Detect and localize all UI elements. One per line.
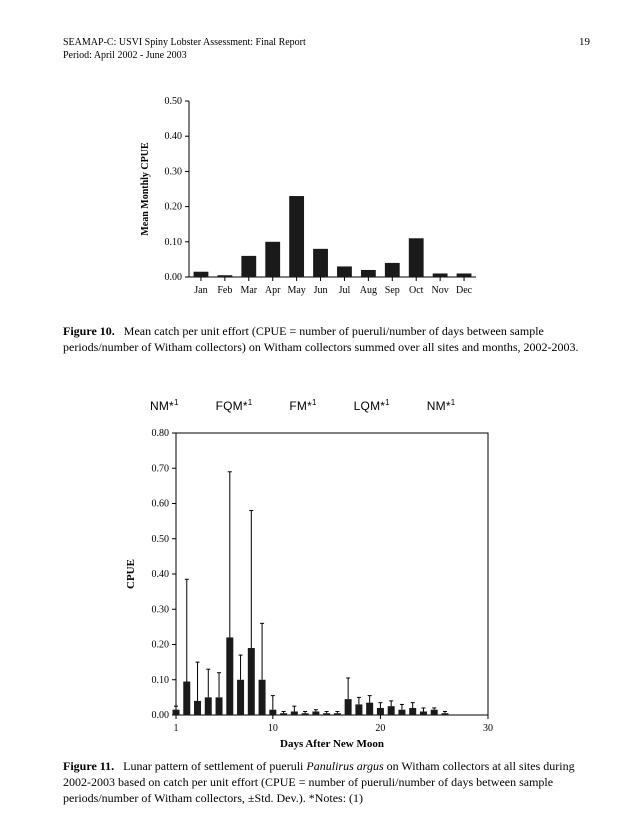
moon-phase-1: FQM*1	[216, 399, 253, 413]
svg-text:Aug: Aug	[360, 285, 377, 296]
svg-text:Jul: Jul	[339, 285, 351, 296]
svg-text:Oct: Oct	[409, 285, 424, 296]
figure-11-caption: Figure 11. Lunar pattern of settlement o…	[63, 758, 585, 807]
svg-text:0.20: 0.20	[152, 640, 170, 651]
page-number: 19	[579, 36, 590, 48]
svg-text:10: 10	[268, 723, 278, 734]
svg-text:CPUE: CPUE	[125, 559, 137, 589]
svg-text:Feb: Feb	[217, 285, 232, 296]
svg-text:May: May	[287, 285, 305, 296]
moon-phase-0: NM*1	[150, 399, 179, 413]
svg-text:Jan: Jan	[194, 285, 207, 296]
svg-text:Nov: Nov	[432, 285, 449, 296]
svg-text:0.50: 0.50	[165, 96, 183, 107]
svg-text:Mean Monthly CPUE: Mean Monthly CPUE	[140, 142, 151, 236]
svg-text:0.10: 0.10	[165, 237, 183, 248]
moon-phase-4: NM*1	[427, 399, 456, 413]
svg-text:Jun: Jun	[314, 285, 328, 296]
svg-text:Apr: Apr	[265, 285, 281, 296]
svg-text:1: 1	[174, 723, 179, 734]
svg-text:0.00: 0.00	[152, 710, 170, 721]
svg-text:Sep: Sep	[385, 285, 400, 296]
figure-11-chart: 0.00 0.10 0.20 0.30 0.40 0.50 0.60 0.70 0.80 CPUE…	[118, 425, 498, 755]
svg-text:0.50: 0.50	[152, 534, 170, 545]
figure-10-text: Mean catch per unit effort (CPUE = numbe…	[63, 324, 579, 354]
figure-11-text-italic: Panulirus argus	[306, 759, 383, 773]
svg-text:0.40: 0.40	[165, 131, 183, 142]
figure-11-label: Figure 11.	[63, 759, 114, 773]
figure-10-label: Figure 10.	[63, 324, 115, 338]
header-line1: SEAMAP-C: USVI Spiny Lobster Assessment:…	[63, 37, 306, 48]
svg-text:0.30: 0.30	[152, 604, 170, 615]
figure-10-caption: Figure 10. Mean catch per unit effort (C…	[63, 323, 585, 355]
svg-text:0.10: 0.10	[152, 675, 170, 686]
page-header: SEAMAP-C: USVI Spiny Lobster Assessment:…	[63, 36, 306, 62]
svg-text:0.40: 0.40	[152, 569, 170, 580]
figure-11-text-pre: Lunar pattern of settlement of pueruli	[123, 759, 306, 773]
moon-phase-2: FM*1	[289, 399, 316, 413]
svg-text:30: 30	[483, 723, 493, 734]
svg-text:0.60: 0.60	[152, 499, 170, 510]
svg-text:0.20: 0.20	[165, 202, 183, 213]
svg-text:20: 20	[375, 723, 385, 734]
svg-text:Dec: Dec	[456, 285, 473, 296]
svg-text:Mar: Mar	[240, 285, 257, 296]
moon-phase-3: LQM*1	[354, 399, 390, 413]
svg-text:Days After New Moon: Days After New Moon	[280, 738, 384, 750]
header-line2: Period: April 2002 - June 2003	[63, 50, 187, 61]
svg-text:0.70: 0.70	[152, 463, 170, 474]
figure-10-chart: 0.00 0.10 0.20 0.30 0.40 0.50 Mean Monthly CPU…	[134, 95, 484, 305]
svg-text:0.00: 0.00	[165, 272, 183, 283]
svg-text:0.80: 0.80	[152, 428, 170, 439]
moon-phase-labels: NM*1 FQM*1 FM*1 LQM*1 NM*1	[150, 398, 455, 413]
svg-text:0.30: 0.30	[165, 166, 183, 177]
